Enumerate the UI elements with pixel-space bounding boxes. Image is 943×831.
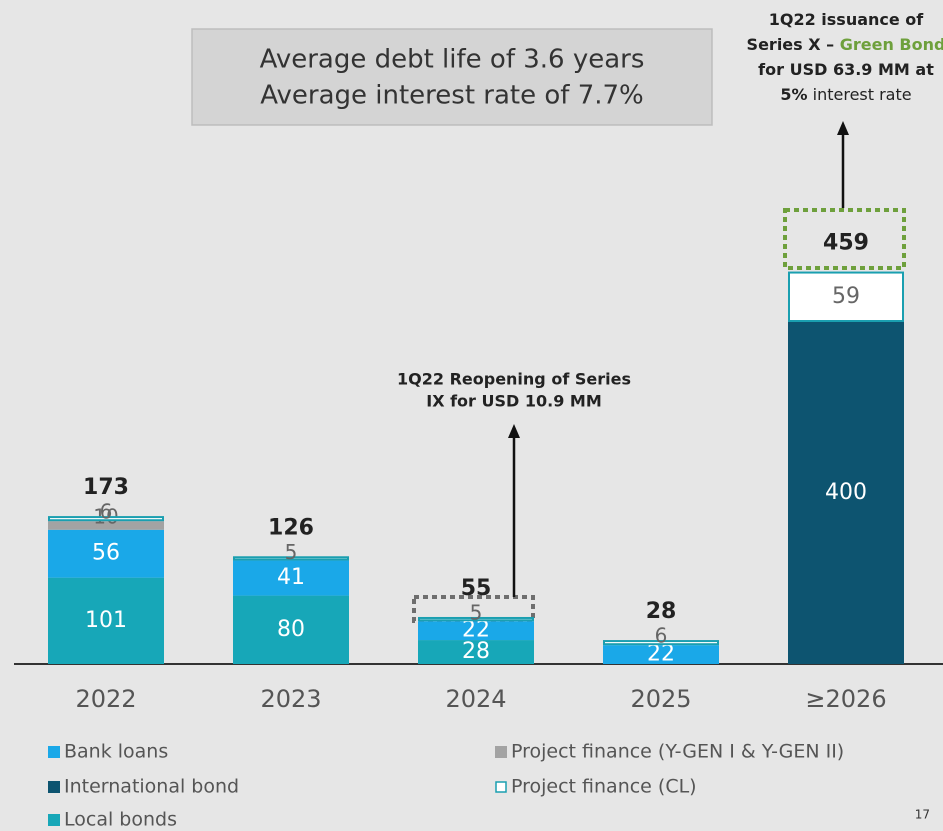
annotation: IX for USD 10.9 MM xyxy=(426,392,602,411)
bar-segment xyxy=(48,516,164,522)
total-label: 126 xyxy=(268,515,314,540)
legend-label: Project finance (CL) xyxy=(511,776,697,798)
arrowhead xyxy=(837,121,849,135)
data-label: 59 xyxy=(832,284,860,309)
arrowhead xyxy=(508,424,520,438)
bar-segment xyxy=(48,577,164,664)
legend-swatch xyxy=(48,746,60,758)
legend-label: International bond xyxy=(64,776,239,798)
legend-swatch xyxy=(495,781,507,793)
bar-segment xyxy=(233,556,349,561)
info-text: Average debt life of 3.6 years xyxy=(260,45,645,75)
bar-segment xyxy=(418,640,534,664)
legend-label: Project finance (Y-GEN I & Y-GEN II) xyxy=(511,741,844,763)
total-label: 28 xyxy=(646,599,677,624)
bar-segment xyxy=(418,621,534,641)
data-label: 5 xyxy=(470,600,483,624)
data-label: 6 xyxy=(655,624,668,648)
data-label: 101 xyxy=(85,608,127,633)
annotation: Series X – Green Bond xyxy=(747,35,943,54)
x-tick-label: ≥2026 xyxy=(805,685,886,713)
annotation-part: 1Q22 issuance of xyxy=(769,10,925,29)
legend-swatch xyxy=(48,814,60,826)
annotation-part: Series X – xyxy=(747,35,840,54)
total-label: 55 xyxy=(461,576,492,601)
highlight-box xyxy=(783,208,906,270)
annotation-part: for USD 63.9 MM at xyxy=(758,60,934,79)
bar-segment xyxy=(418,616,534,622)
info-text: Average interest rate of 7.7% xyxy=(260,81,644,111)
annotation: for USD 63.9 MM at xyxy=(758,60,934,79)
bar-segment xyxy=(233,595,349,664)
data-label: 400 xyxy=(825,480,867,505)
legend-swatch xyxy=(48,781,60,793)
bar-segment xyxy=(788,271,904,322)
data-label: 80 xyxy=(277,617,305,642)
x-tick-label: 2023 xyxy=(260,685,321,713)
data-label: 22 xyxy=(462,618,490,643)
bar-segment xyxy=(48,521,164,530)
x-tick-label: 2024 xyxy=(445,685,506,713)
data-label: 22 xyxy=(647,642,675,667)
page-number: 17 xyxy=(915,808,930,822)
legend-label: Local bonds xyxy=(64,809,177,831)
legend-label: Bank loans xyxy=(64,741,168,763)
info-box xyxy=(191,28,713,126)
x-tick-label: 2022 xyxy=(75,685,136,713)
data-label: 6 xyxy=(100,500,113,524)
annotation: 1Q22 issuance of xyxy=(769,10,925,29)
data-label: 56 xyxy=(92,541,120,566)
bar-segment xyxy=(233,560,349,596)
bar-segment xyxy=(48,529,164,578)
data-label: 41 xyxy=(277,565,305,590)
x-tick-label: 2025 xyxy=(630,685,691,713)
annotation: 1Q22 Reopening of Series xyxy=(397,370,631,389)
total-label: 459 xyxy=(823,231,869,256)
data-label: 5 xyxy=(285,540,298,564)
bar-segment xyxy=(788,322,904,664)
bar-segment xyxy=(603,640,719,646)
legend-swatch xyxy=(495,746,507,758)
annotation-part: 5% xyxy=(780,85,807,104)
annotation-part: Green Bond xyxy=(840,35,943,54)
annotation: 5% interest rate xyxy=(780,85,911,104)
annotation-part: interest rate xyxy=(808,85,912,104)
bar-segment xyxy=(603,645,719,664)
data-label: 28 xyxy=(462,639,490,664)
total-label: 173 xyxy=(83,475,129,500)
